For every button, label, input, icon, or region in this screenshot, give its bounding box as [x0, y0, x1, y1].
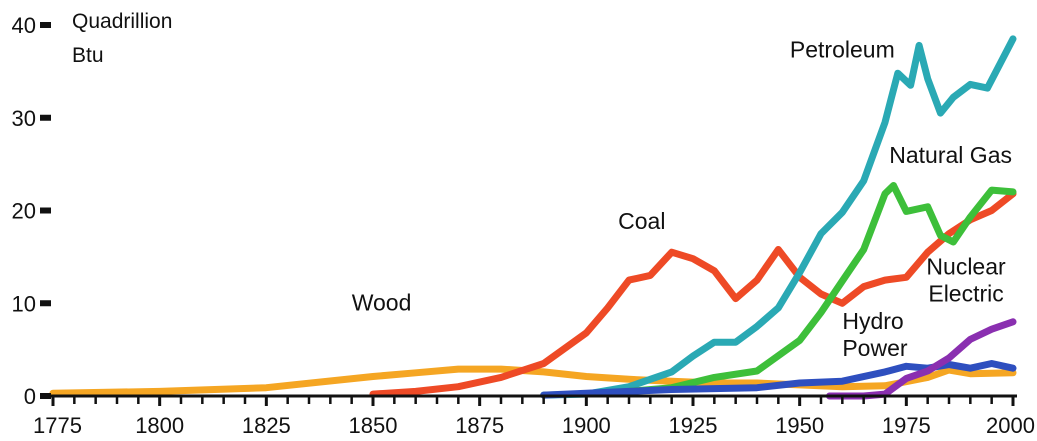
y-axis: 0 10 20 30 40: [12, 13, 51, 409]
x-tick-label: 1975: [882, 413, 931, 438]
series-line-petroleum: [540, 35, 1017, 399]
series-label-nuclear-electric: Nuclear Electric: [926, 253, 1006, 306]
x-tick-label: 1925: [669, 413, 718, 438]
series-line-natural-gas: [582, 182, 1017, 398]
series-line-coal: [369, 190, 1017, 398]
series-labels-layer: Wood Coal Petroleum Natural Gas Hydro Power Nu…: [352, 36, 1012, 361]
series-label-coal: Coal: [618, 208, 665, 234]
x-tick-label: 1775: [33, 413, 82, 438]
y-tick-label: 30: [12, 106, 36, 131]
series-label-wood: Wood: [352, 290, 412, 316]
series-line-hydro-power: [540, 360, 1017, 399]
series-label-petroleum: Petroleum: [790, 36, 895, 62]
y-tick-mark: [40, 22, 51, 28]
y-tick-label: 20: [12, 199, 36, 224]
x-tick-label: 1950: [775, 413, 824, 438]
y-tick-mark: [40, 114, 51, 121]
y-tick-label: 0: [24, 384, 36, 409]
x-tick-label: 1875: [455, 413, 504, 438]
x-tick-label: 1900: [562, 413, 611, 438]
y-tick-mark: [40, 207, 51, 214]
x-axis: 1775 1800 1825 1850 1875 1900 1925 1950 1975 2000: [33, 394, 1035, 438]
series-label-hydro-power: Hydro Power: [842, 308, 908, 361]
series-label-natural-gas: Natural Gas: [889, 142, 1012, 168]
x-tick-label: 1800: [135, 413, 184, 438]
x-tick-label: 2000: [986, 413, 1035, 438]
y-tick-label: 40: [12, 13, 36, 38]
x-tick-label: 1825: [242, 413, 291, 438]
unit-label-line-2: Btu: [72, 44, 104, 67]
y-tick-mark: [40, 300, 51, 307]
y-tick-mark: [40, 393, 51, 399]
y-tick-label: 10: [12, 291, 36, 316]
unit-label-line-1: Quadrillion: [72, 10, 172, 33]
x-tick-label: 1850: [349, 413, 398, 438]
